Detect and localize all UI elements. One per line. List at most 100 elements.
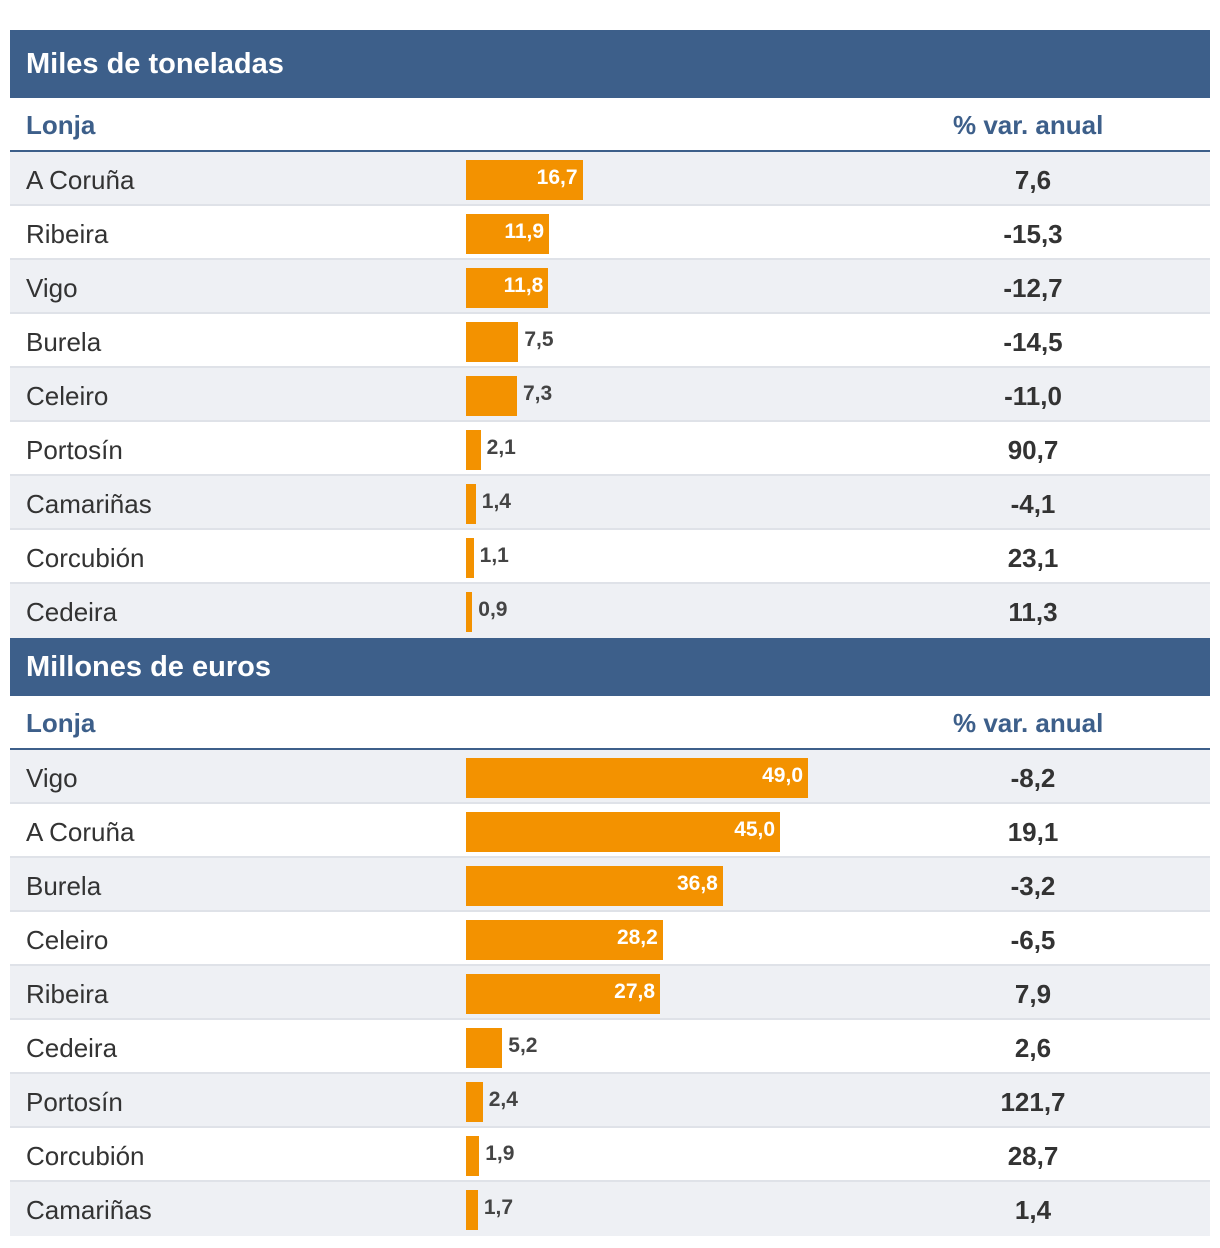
lonja-name: Ribeira [26, 979, 109, 1009]
table-row: Burela 36,8 -3,2 [10, 858, 1210, 912]
variation-value: 28,7 [1007, 1141, 1059, 1171]
bar-value-label: 45,0 [734, 818, 776, 841]
bar-value-label: 1,9 [485, 1142, 515, 1165]
lonja-name: Corcubión [26, 543, 145, 573]
lonja-name: Burela [26, 327, 102, 357]
column-header-row: Lonja % var. anual [10, 696, 1210, 750]
variation-value: 2,6 [1014, 1033, 1052, 1063]
table-row: Camariñas 1,4 -4,1 [10, 476, 1210, 530]
bar [466, 1190, 478, 1230]
bar [466, 214, 550, 254]
lonja-name: Corcubión [26, 1141, 145, 1171]
variation-value: -11,0 [1004, 381, 1062, 411]
variation-value: 7,9 [1014, 979, 1052, 1009]
bar-value-label: 36,8 [676, 872, 718, 895]
bar [466, 1082, 483, 1122]
table-row: Cedeira 0,9 11,3 [10, 584, 1210, 638]
lonja-name: Camariñas [26, 489, 152, 519]
lonja-name: Portosín [26, 435, 123, 465]
variation-value: 90,7 [1007, 435, 1059, 465]
table-row: Corcubión 1,9 28,7 [10, 1128, 1210, 1182]
lonja-name: Ribeira [26, 219, 109, 249]
bar [466, 268, 549, 308]
bar-value-label: 5,2 [508, 1034, 538, 1057]
variation-value: 19,1 [1007, 817, 1059, 847]
bar [466, 160, 583, 200]
lonja-name: A Coruña [26, 817, 135, 847]
table-row: A Coruña 16,7 7,6 [10, 152, 1210, 206]
bar-value-label: 16,7 [536, 166, 578, 189]
bar-value-label: 11,8 [503, 274, 544, 297]
table-section: Miles de toneladas Lonja % var. anual A Cor… [10, 30, 1210, 638]
bar-value-label: 2,1 [486, 436, 516, 459]
table-row: Burela 7,5 -14,5 [10, 314, 1210, 368]
bar [466, 1028, 503, 1068]
bar [466, 812, 781, 852]
column-header-variation: % var. anual [953, 708, 1104, 738]
bar [466, 758, 808, 798]
lonja-name: Vigo [26, 273, 78, 303]
variation-value: -3,2 [1010, 871, 1056, 901]
bar-value-label: 0,9 [478, 598, 508, 621]
variation-value: 11,3 [1008, 597, 1058, 627]
lonja-name: Camariñas [26, 1195, 152, 1225]
bar [466, 920, 663, 960]
bar-value-label: 11,9 [504, 220, 545, 243]
bar [466, 484, 476, 524]
column-header-row: Lonja % var. anual [10, 98, 1210, 152]
bar [466, 1136, 480, 1176]
lonja-name: Celeiro [26, 381, 109, 411]
table-row: Vigo 11,8 -12,7 [10, 260, 1210, 314]
lonja-name: Celeiro [26, 925, 109, 955]
table-row: Corcubión 1,1 23,1 [10, 530, 1210, 584]
bar-value-label: 1,4 [481, 490, 511, 513]
column-header-lonja: Lonja [26, 708, 96, 738]
lonja-name: Vigo [26, 763, 78, 793]
bar [466, 866, 723, 906]
table-row: Celeiro 28,2 -6,5 [10, 912, 1210, 966]
variation-value: 7,6 [1014, 165, 1052, 195]
variation-value: 1,4 [1014, 1195, 1052, 1225]
table-section: Millones de euros Lonja % var. anual Vigo 49… [10, 638, 1210, 1236]
lonja-name: Cedeira [26, 1033, 118, 1063]
column-header-lonja: Lonja [26, 110, 96, 140]
bar-value-label: 7,5 [524, 328, 554, 351]
table-row: Portosín 2,1 90,7 [10, 422, 1210, 476]
variation-value: -8,2 [1010, 763, 1056, 793]
variation-value: 121,7 [1000, 1087, 1066, 1117]
table-row: Ribeira 27,8 7,9 [10, 966, 1210, 1020]
table-row: Camariñas 1,7 1,4 [10, 1182, 1210, 1236]
lonja-name: Cedeira [26, 597, 118, 627]
lonja-name: A Coruña [26, 165, 135, 195]
bar [466, 538, 474, 578]
table-row: Celeiro 7,3 -11,0 [10, 368, 1210, 422]
variation-value: -14,5 [1003, 327, 1063, 357]
bar [466, 592, 473, 632]
table-row: Cedeira 5,2 2,6 [10, 1020, 1210, 1074]
bar-value-label: 7,3 [522, 382, 553, 405]
bar [466, 974, 660, 1014]
bar [466, 430, 481, 470]
variation-value: -6,5 [1010, 925, 1056, 955]
variation-value: 23,1 [1007, 543, 1059, 573]
bar [466, 376, 517, 416]
variation-value: -15,3 [1003, 219, 1063, 249]
table-row: Portosín 2,4 121,7 [10, 1074, 1210, 1128]
lonja-name: Portosín [26, 1087, 123, 1117]
bar [466, 322, 519, 362]
bar-value-label: 49,0 [762, 764, 803, 787]
bar-value-label: 1,1 [479, 544, 509, 567]
table-row: A Coruña 45,0 19,1 [10, 804, 1210, 858]
bar-value-label: 27,8 [614, 980, 656, 1003]
variation-value: -12,7 [1003, 273, 1063, 303]
bar-value-label: 1,7 [483, 1196, 514, 1219]
section-title: Millones de euros [10, 638, 1210, 696]
table-row: Vigo 49,0 -8,2 [10, 750, 1210, 804]
section-title: Miles de toneladas [10, 30, 1210, 98]
column-header-variation: % var. anual [953, 110, 1104, 140]
table-row: Ribeira 11,9 -15,3 [10, 206, 1210, 260]
bar-value-label: 28,2 [616, 926, 658, 949]
bar-value-label: 2,4 [488, 1088, 518, 1111]
lonja-name: Burela [26, 871, 102, 901]
variation-value: -4,1 [1010, 489, 1056, 519]
